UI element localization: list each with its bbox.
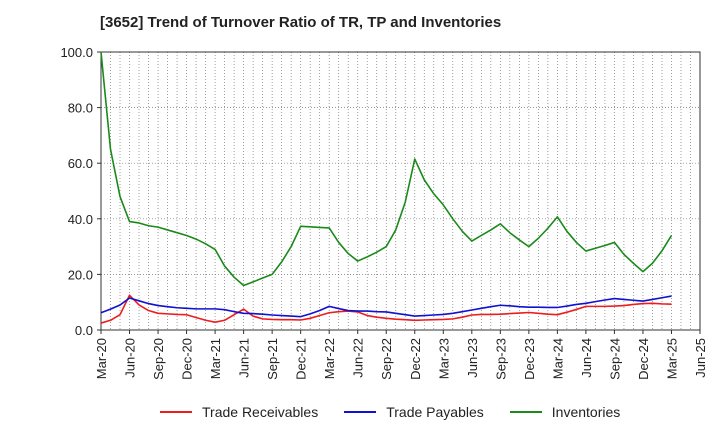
legend-swatch-inventories: [509, 411, 542, 413]
legend-label-payables: Trade Payables: [386, 404, 484, 420]
x-tick-label: Mar-22: [322, 338, 337, 379]
x-tick-label: Sep-21: [265, 338, 280, 380]
series-line-inventories: [100, 51, 673, 287]
y-tick-label: 20.0: [68, 267, 93, 282]
x-tick-label: Mar-21: [208, 338, 223, 379]
x-tick-label: Sep-24: [607, 338, 622, 380]
x-tick-label: Mar-23: [436, 338, 451, 379]
x-tick-label: Dec-24: [636, 338, 651, 380]
x-tick-label: Mar-24: [550, 338, 565, 379]
chart-legend: Trade Receivables Trade Payables Invento…: [160, 404, 646, 420]
x-tick-label: Dec-20: [180, 338, 195, 380]
legend-label-receivables: Trade Receivables: [202, 404, 319, 420]
y-tick-label: 100.0: [60, 45, 93, 60]
x-tick-label: Jun-24: [579, 338, 594, 378]
x-tick-label: Jun-20: [123, 338, 138, 378]
x-tick-label: Jun-22: [351, 338, 366, 378]
x-tick-label: Dec-21: [294, 338, 309, 380]
y-tick-label: 80.0: [68, 101, 93, 116]
chart-title: [3652] Trend of Turnover Ratio of TR, TP…: [100, 14, 502, 31]
x-tick-label: Mar-20: [94, 338, 109, 379]
x-tick-label: Dec-22: [408, 338, 423, 380]
x-tick-label: Jun-25: [693, 338, 708, 378]
plot-frame: [100, 51, 701, 331]
x-tick-label: Sep-23: [493, 338, 508, 380]
x-tick-label: Dec-23: [522, 338, 537, 380]
legend-swatch-receivables: [160, 411, 192, 413]
y-tick-label: 60.0: [68, 156, 93, 171]
series-line-trade-payables: [100, 295, 672, 318]
x-tick-label: Sep-22: [379, 338, 394, 380]
x-tick-label: Jun-23: [465, 338, 480, 378]
x-tick-label: Jun-21: [237, 338, 252, 378]
legend-item-inventories: Inventories: [509, 404, 621, 420]
x-tick-label: Sep-20: [151, 338, 166, 380]
legend-label-inventories: Inventories: [551, 404, 621, 420]
series-line-trade-receivables: [100, 294, 672, 324]
x-tick-label: Mar-25: [664, 338, 679, 379]
legend-item-payables: Trade Payables: [344, 404, 484, 420]
y-tick-label: 0.0: [75, 323, 93, 338]
legend-swatch-payables: [344, 411, 377, 413]
y-tick-label: 40.0: [68, 212, 93, 227]
legend-item-receivables: Trade Receivables: [160, 404, 318, 420]
